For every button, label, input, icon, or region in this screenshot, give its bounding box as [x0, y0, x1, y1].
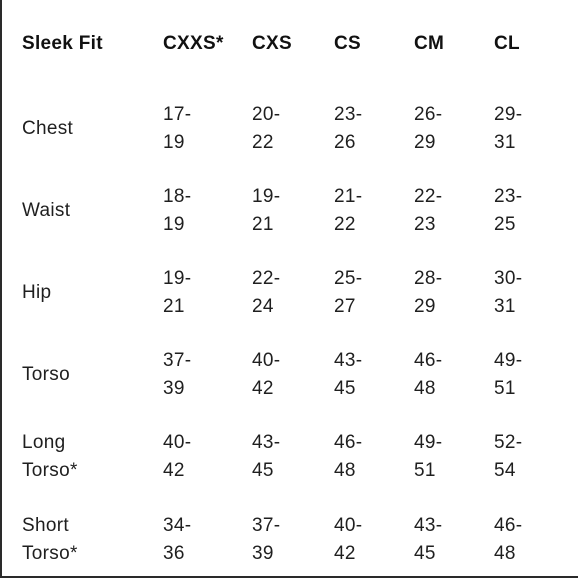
- table-cell: 22- 24: [252, 268, 281, 317]
- row-label: Long Torso*: [22, 432, 78, 481]
- table-cell: 26- 29: [414, 104, 443, 153]
- table-cell: 19-21: [252, 186, 281, 235]
- header-size-cxxs: CXXS*: [163, 33, 224, 54]
- table-cell: 29-31: [494, 104, 523, 153]
- table-cell: 23- 25: [494, 186, 523, 235]
- table-cell: 46- 48: [334, 432, 363, 481]
- table-row: Hip 19-21 22- 24 25- 27 28- 29 30-31: [22, 252, 564, 334]
- table-cell: 43- 45: [252, 432, 281, 481]
- header-fit-name: Sleek Fit: [22, 33, 103, 54]
- table-row: Waist 18-19 19-21 21-22 22- 23 23- 25: [22, 170, 564, 252]
- row-label: Waist: [22, 200, 71, 221]
- table-cell: 40-42: [334, 514, 363, 564]
- table-cell: 23- 26: [334, 104, 363, 153]
- table-cell: 37-39: [163, 350, 192, 399]
- table-cell: 43- 45: [414, 514, 443, 564]
- table-cell: 28- 29: [414, 268, 443, 317]
- table-cell: 40-42: [252, 350, 281, 399]
- table-cell: 30-31: [494, 268, 523, 317]
- table-row: Long Torso* 40-42 43- 45 46- 48 49-51 52- 54: [22, 416, 564, 498]
- header-size-cl: CL: [494, 33, 520, 54]
- table-row: Short Torso* 34-36 37- 39 40- 42 43- 45 46- 4…: [22, 498, 564, 581]
- table-cell: 49-51: [494, 350, 523, 399]
- table-cell: 46- 48: [494, 514, 523, 564]
- table-cell: 46- 48: [414, 350, 443, 399]
- table-cell: 17-19: [163, 104, 192, 153]
- table-row: Torso 37-39 40- 42 43- 45 46- 48 49-51: [22, 334, 564, 416]
- table-cell: 49-51: [414, 432, 443, 481]
- row-label: Short Torso*: [22, 514, 78, 564]
- table-cell: 21-22: [334, 186, 363, 235]
- header-row: Sleek Fit CXXS* CXS CS CM CL: [22, 0, 564, 88]
- table-cell: 52- 54: [494, 432, 523, 481]
- table-cell: 40-42: [163, 432, 192, 481]
- table-cell: 43- 45: [334, 350, 363, 399]
- table-cell: 18-19: [163, 186, 192, 235]
- table-cell: 22- 23: [414, 186, 443, 235]
- row-label: Chest: [22, 118, 74, 139]
- table-cell: 34-36: [163, 514, 192, 564]
- size-chart-table: Sleek Fit CXXS* CXS CS CM CL Chest 17-19…: [22, 0, 564, 581]
- header-size-cxs: CXS: [252, 33, 292, 54]
- table-row: Chest 17-19 20- 22 23- 26 26- 29 29-31: [22, 88, 564, 170]
- row-label: Hip: [22, 282, 52, 303]
- row-label: Torso: [22, 364, 70, 385]
- header-size-cs: CS: [334, 33, 361, 54]
- table-cell: 25- 27: [334, 268, 363, 317]
- table-cell: 37-39: [252, 514, 281, 564]
- table-cell: 19-21: [163, 268, 192, 317]
- header-size-cm: CM: [414, 33, 445, 54]
- table-cell: 20- 22: [252, 104, 281, 153]
